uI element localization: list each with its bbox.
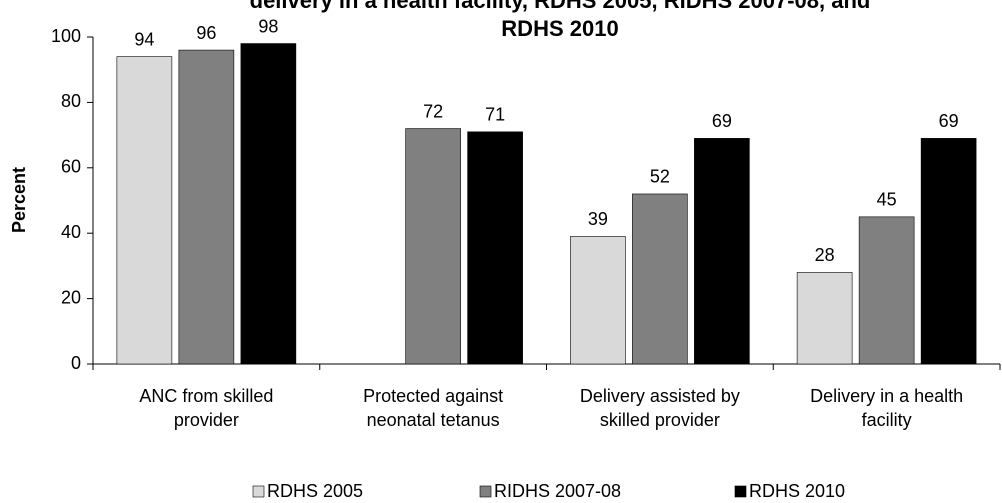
legend-label: RIDHS 2007-08: [494, 481, 621, 501]
y-tick-label: 20: [61, 287, 81, 307]
x-tick-label: provider: [174, 410, 239, 430]
chart-title: delivery in a health facility, RDHS 2005…: [250, 0, 871, 13]
bar: [405, 128, 461, 365]
legend-label: RDHS 2010: [749, 481, 845, 501]
data-label: 52: [650, 167, 670, 187]
y-tick-label: 100: [51, 26, 81, 46]
data-label: 69: [939, 111, 959, 131]
data-label: 94: [134, 29, 154, 49]
x-tick-label: Protected against: [363, 386, 503, 406]
bar: [178, 49, 235, 365]
x-tick-label: skilled provider: [600, 410, 720, 430]
bar: [694, 138, 750, 365]
y-tick-label: 60: [61, 157, 81, 177]
legend-swatch: [252, 485, 265, 498]
data-label: 39: [588, 209, 608, 229]
bar: [858, 216, 915, 365]
y-tick-label: 80: [61, 91, 81, 111]
y-axis-label: Percent: [9, 167, 29, 233]
data-label: 96: [196, 23, 216, 43]
bar: [632, 193, 688, 365]
x-tick-label: Delivery assisted by: [580, 386, 740, 406]
bar: [240, 43, 297, 365]
data-label: 71: [485, 105, 505, 125]
data-label: 28: [815, 245, 835, 265]
y-tick-label: 0: [71, 353, 81, 373]
legend-label: RDHS 2005: [267, 481, 363, 501]
bar: [116, 56, 173, 365]
x-tick-label: facility: [862, 410, 912, 430]
x-tick-label: neonatal tetanus: [367, 410, 500, 430]
bar: [570, 236, 626, 365]
y-tick-label: 40: [61, 222, 81, 242]
data-label: 98: [258, 16, 278, 36]
x-tick-label: Delivery in a health: [810, 386, 963, 406]
data-label: 69: [712, 111, 732, 131]
chart-title: RDHS 2010: [501, 16, 618, 41]
data-label: 45: [877, 190, 897, 210]
bar: [467, 131, 523, 365]
x-tick-label: ANC from skilled: [139, 386, 273, 406]
legend-swatch: [479, 485, 492, 498]
data-label: 72: [423, 101, 443, 121]
bar: [796, 272, 853, 365]
legend-swatch: [734, 485, 747, 498]
bar: [920, 138, 977, 365]
